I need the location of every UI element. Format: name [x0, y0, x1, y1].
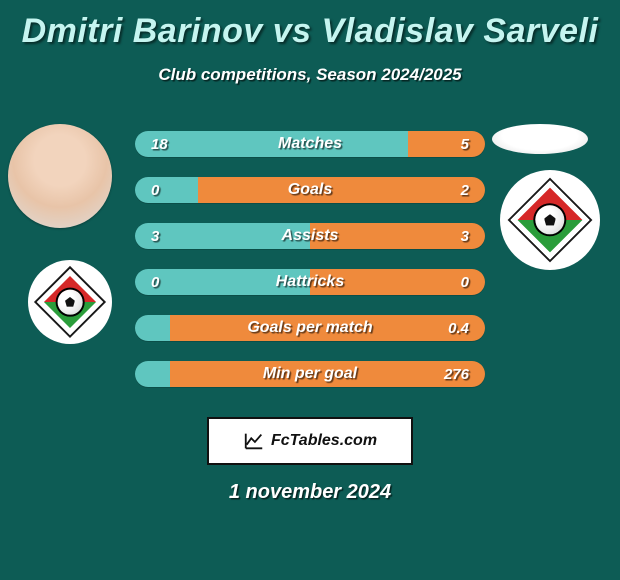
stats-container: 18Matches5 0Goals2 3Assists3 0Hattricks0 Goa… — [135, 131, 485, 387]
stat-label: Hattricks — [135, 273, 485, 291]
stat-row: 0Hattricks0 — [135, 269, 485, 295]
stat-label: Min per goal — [135, 365, 485, 383]
chart-icon — [243, 430, 265, 452]
page-title: Dmitri Barinov vs Vladislav Sarveli — [0, 12, 620, 51]
date-text: 1 november 2024 — [0, 481, 620, 504]
stat-row: 18Matches5 — [135, 131, 485, 157]
club-badge-left — [28, 260, 112, 344]
stat-label: Goals — [135, 181, 485, 199]
brand-text: FcTables.com — [271, 432, 377, 450]
stat-row: Min per goal276 — [135, 361, 485, 387]
player-left-avatar — [8, 124, 112, 228]
brand-box: FcTables.com — [207, 417, 413, 465]
player-right-avatar — [492, 124, 588, 154]
subtitle: Club competitions, Season 2024/2025 — [0, 65, 620, 85]
stat-label: Goals per match — [135, 319, 485, 337]
stat-row: Goals per match0.4 — [135, 315, 485, 341]
stat-row: 3Assists3 — [135, 223, 485, 249]
stat-label: Assists — [135, 227, 485, 245]
club-badge-right — [500, 170, 600, 270]
stat-row: 0Goals2 — [135, 177, 485, 203]
stat-label: Matches — [135, 135, 485, 153]
